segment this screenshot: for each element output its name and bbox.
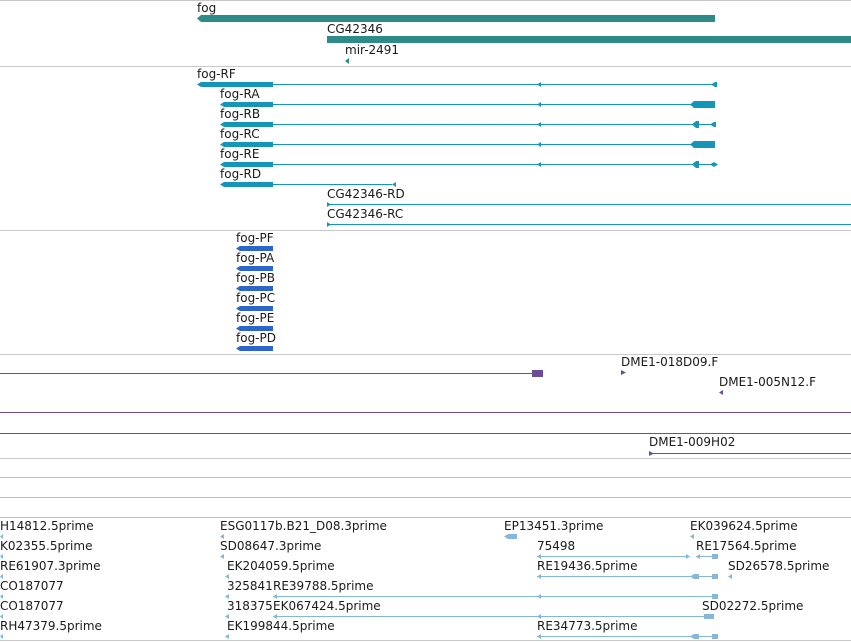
protein-label: fog-PF: [236, 231, 274, 245]
transcript-track: fog-RF fog-RA fog-RB fog-RC: [197, 67, 851, 227]
est-label: ESG0117b.B21_D08.3prime: [220, 519, 387, 533]
est-feature[interactable]: [225, 614, 229, 619]
est-feature[interactable]: [220, 554, 224, 559]
est-label: RE17564.5prime: [696, 539, 797, 553]
est-label: SD08647.3prime: [220, 539, 321, 553]
est-feature[interactable]: [225, 594, 229, 599]
transcript-feature[interactable]: fog-RA: [220, 87, 715, 108]
gene-feature[interactable]: mir-2491: [345, 43, 399, 64]
protein-label: fog-PE: [236, 311, 274, 325]
transcript-label: CG42346-RC: [327, 207, 403, 221]
est-label: RE61907.3prime: [0, 559, 101, 573]
est-label: EK199844.5prime: [227, 619, 335, 633]
est-label: RE39788.5prime: [273, 579, 374, 593]
transcript-label: fog-RE: [220, 147, 259, 161]
protein-label: fog-PC: [236, 291, 275, 305]
gene-feature[interactable]: fog: [197, 1, 715, 22]
transcript-label: CG42346-RD: [327, 187, 405, 201]
gene-track: fog CG42346 mir-2491: [197, 1, 851, 64]
est-label: EK039624.5prime: [690, 519, 798, 533]
clone-label: DME1-018D09.F: [621, 355, 718, 369]
est-feature[interactable]: [537, 634, 718, 639]
est-label: 318375: [227, 599, 273, 613]
clone-label: DME1-009H02: [649, 435, 735, 449]
est-feature[interactable]: [220, 534, 224, 539]
protein-label: fog-PD: [236, 331, 276, 345]
protein-label: fog-PB: [236, 271, 275, 285]
clone-track: DME1-018D09.F DME1-005N12.F DME1-009H02: [0, 355, 851, 456]
transcript-label: fog-RA: [220, 87, 260, 101]
transcript-label: fog-RD: [220, 167, 261, 181]
protein-track: fog-PF fog-PA fog-PB fog-PC fog-PE fog-P…: [236, 231, 276, 351]
est-feature[interactable]: [690, 534, 694, 539]
clone-feature[interactable]: [0, 370, 543, 377]
est-feature[interactable]: [0, 634, 3, 639]
transcript-label: fog-RC: [220, 127, 260, 141]
est-feature[interactable]: [0, 614, 3, 619]
protein-feature[interactable]: fog-PA: [236, 251, 275, 271]
est-feature[interactable]: [225, 634, 229, 639]
est-label: EK067424.5prime: [273, 599, 381, 613]
est-label: 325841: [227, 579, 273, 593]
transcript-feature[interactable]: CG42346-RD: [327, 187, 851, 207]
transcript-feature[interactable]: fog-RE: [220, 147, 718, 168]
gene-label: fog: [197, 1, 216, 15]
gene-label: mir-2491: [345, 43, 399, 57]
clone-feature[interactable]: DME1-009H02: [649, 435, 851, 456]
est-feature[interactable]: [537, 554, 690, 559]
est-label: SD02272.5prime: [702, 599, 803, 613]
est-track: H14812.5prime ESG0117b.B21_D08.3prime EP…: [0, 519, 829, 639]
est-feature[interactable]: [273, 594, 718, 599]
transcript-label: fog-RB: [220, 107, 260, 121]
protein-label: fog-PA: [236, 251, 275, 265]
est-label: CO187077: [0, 599, 64, 613]
transcript-feature[interactable]: fog-RD: [220, 167, 396, 187]
protein-feature[interactable]: fog-PB: [236, 271, 275, 291]
protein-feature[interactable]: fog-PC: [236, 291, 275, 311]
est-feature[interactable]: [0, 554, 3, 559]
protein-feature[interactable]: fog-PF: [236, 231, 274, 251]
est-label: EK204059.5prime: [227, 559, 335, 573]
est-feature[interactable]: [273, 614, 714, 619]
clone-feature[interactable]: DME1-005N12.F: [719, 375, 816, 395]
est-label: K02355.5prime: [0, 539, 92, 553]
est-label: H14812.5prime: [0, 519, 94, 533]
est-feature[interactable]: [504, 534, 517, 539]
track-separators: [0, 66, 851, 641]
est-feature[interactable]: [0, 594, 3, 599]
est-feature[interactable]: [0, 534, 3, 539]
est-label: 75498: [537, 539, 575, 553]
est-feature[interactable]: [0, 574, 3, 579]
est-label: CO187077: [0, 579, 64, 593]
est-label: RE34773.5prime: [537, 619, 638, 633]
protein-feature[interactable]: fog-PD: [236, 331, 276, 351]
protein-feature[interactable]: fog-PE: [236, 311, 274, 331]
coverage-lines: [0, 477, 851, 518]
transcript-feature[interactable]: fog-RB: [220, 107, 716, 128]
gene-label: CG42346: [327, 22, 383, 36]
clone-label: DME1-005N12.F: [719, 375, 816, 389]
est-label: RH47379.5prime: [0, 619, 102, 633]
clone-feature[interactable]: DME1-018D09.F: [621, 355, 718, 375]
est-label: RE19436.5prime: [537, 559, 638, 573]
transcript-feature[interactable]: fog-RC: [220, 127, 715, 148]
est-feature[interactable]: [537, 574, 718, 579]
est-feature[interactable]: [225, 574, 229, 579]
est-label: SD26578.5prime: [728, 559, 829, 573]
transcript-label: fog-RF: [197, 67, 236, 81]
gene-feature[interactable]: CG42346: [327, 22, 851, 43]
est-feature[interactable]: [728, 574, 732, 579]
transcript-feature[interactable]: CG42346-RC: [327, 207, 851, 227]
est-label: EP13451.3prime: [504, 519, 603, 533]
est-feature[interactable]: [696, 554, 718, 559]
transcript-feature[interactable]: fog-RF: [197, 67, 717, 87]
